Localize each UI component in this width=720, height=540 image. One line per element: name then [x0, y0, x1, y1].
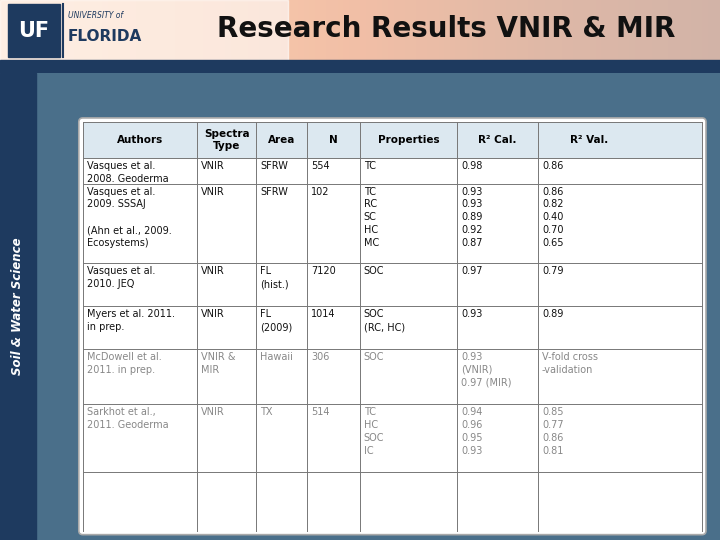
Text: 554: 554	[311, 161, 330, 171]
Text: TC
HC
SOC
IC: TC HC SOC IC	[364, 407, 384, 456]
Text: TC: TC	[364, 161, 376, 171]
Text: McDowell et al.
2011. in prep.: McDowell et al. 2011. in prep.	[87, 352, 161, 375]
Text: UNIVERSITY of: UNIVERSITY of	[68, 11, 123, 21]
Bar	[0, 60, 720, 73]
Text: 0.89: 0.89	[542, 309, 563, 319]
Text: Soil & Water Science: Soil & Water Science	[12, 238, 24, 375]
Text: 0.79: 0.79	[542, 266, 564, 276]
Bar	[0, 0, 288, 73]
Text: 0.94
0.96
0.95
0.93: 0.94 0.96 0.95 0.93	[462, 407, 483, 456]
Text: R² Cal.: R² Cal.	[478, 135, 517, 145]
Text: VNIR: VNIR	[202, 407, 225, 417]
FancyBboxPatch shape	[78, 118, 706, 535]
Text: Vasques et al.
2010. JEQ: Vasques et al. 2010. JEQ	[87, 266, 156, 289]
Text: Vasques et al.
2008. Geoderma: Vasques et al. 2008. Geoderma	[87, 161, 168, 184]
Bar	[83, 122, 702, 158]
Text: Authors: Authors	[117, 135, 163, 145]
Text: 0.98: 0.98	[462, 161, 483, 171]
Text: SOC: SOC	[364, 352, 384, 362]
Text: N: N	[329, 135, 338, 145]
Text: 7120: 7120	[311, 266, 336, 276]
Text: VNIR: VNIR	[202, 309, 225, 319]
Text: SOC: SOC	[364, 266, 384, 276]
Text: SOC
(RC, HC): SOC (RC, HC)	[364, 309, 405, 332]
Text: Vasques et al.
2009. SSSAJ

(Ahn et al., 2009.
Ecosystems): Vasques et al. 2009. SSSAJ (Ahn et al., …	[87, 187, 171, 248]
Text: FLORIDA: FLORIDA	[68, 29, 143, 44]
Text: Hawaii: Hawaii	[260, 352, 293, 362]
Text: 0.86
0.82
0.40
0.70
0.65: 0.86 0.82 0.40 0.70 0.65	[542, 187, 564, 248]
Text: FL
(2009): FL (2009)	[260, 309, 292, 332]
Text: Sarkhot et al.,
2011. Geoderma: Sarkhot et al., 2011. Geoderma	[87, 407, 168, 430]
Text: Properties: Properties	[378, 135, 439, 145]
Bar	[8, 4, 60, 57]
Text: V-fold cross
-validation: V-fold cross -validation	[542, 352, 598, 375]
Text: TX: TX	[260, 407, 273, 417]
Text: VNIR: VNIR	[202, 187, 225, 197]
Text: UF: UF	[19, 21, 50, 40]
Text: VNIR &
MIR: VNIR & MIR	[202, 352, 236, 375]
Text: SFRW: SFRW	[260, 187, 288, 197]
Text: SFRW: SFRW	[260, 161, 288, 171]
Text: VNIR: VNIR	[202, 266, 225, 276]
Text: TC
RC
SC
HC
MC: TC RC SC HC MC	[364, 187, 379, 248]
Text: Spectra
Type: Spectra Type	[204, 129, 250, 151]
Text: 0.85
0.77
0.86
0.81: 0.85 0.77 0.86 0.81	[542, 407, 564, 456]
Text: 0.93
(VNIR)
0.97 (MIR): 0.93 (VNIR) 0.97 (MIR)	[462, 352, 512, 388]
Bar	[0, 73, 36, 540]
Text: Area: Area	[268, 135, 295, 145]
Text: FL
(hist.): FL (hist.)	[260, 266, 289, 289]
Text: 0.93: 0.93	[462, 309, 483, 319]
Text: 0.93
0.93
0.89
0.92
0.87: 0.93 0.93 0.89 0.92 0.87	[462, 187, 483, 248]
Text: 0.97: 0.97	[462, 266, 483, 276]
Text: R² Val.: R² Val.	[570, 135, 608, 145]
Text: 514: 514	[311, 407, 330, 417]
Text: 0.86: 0.86	[542, 161, 563, 171]
Text: 102: 102	[311, 187, 330, 197]
Text: Myers et al. 2011.
in prep.: Myers et al. 2011. in prep.	[87, 309, 175, 332]
Text: 1014: 1014	[311, 309, 336, 319]
Text: 306: 306	[311, 352, 329, 362]
Text: VNIR: VNIR	[202, 161, 225, 171]
Text: Research Results VNIR & MIR: Research Results VNIR & MIR	[217, 15, 675, 43]
